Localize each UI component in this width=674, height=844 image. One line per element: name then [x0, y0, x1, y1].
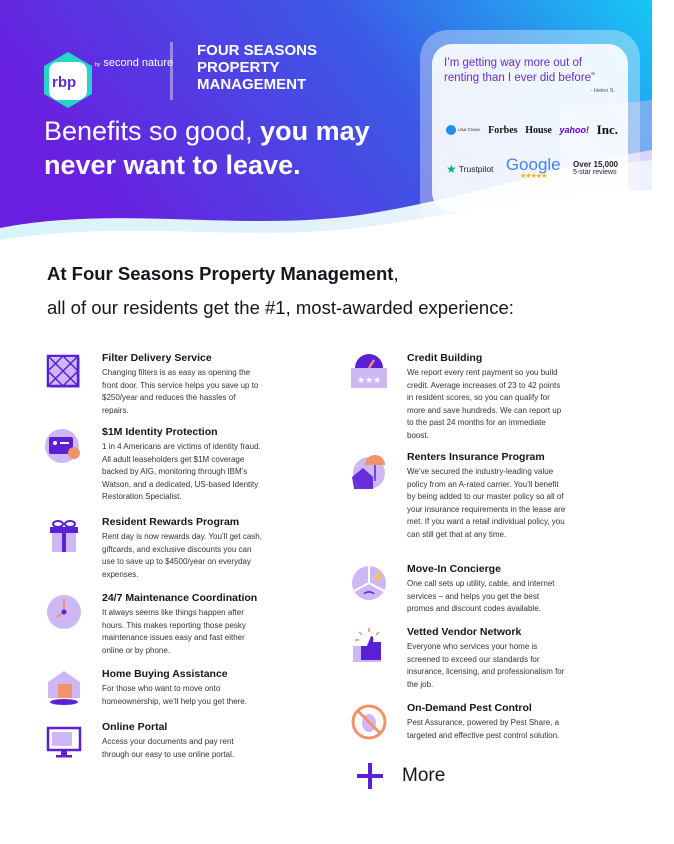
benefit-description: 1 in 4 Americans are victims of identity…: [102, 442, 261, 501]
house-logo: House: [525, 124, 552, 136]
benefit-title: Vetted Vendor Network: [407, 626, 522, 638]
press-logos: USA TODAY Forbes House yahoo! Inc.: [446, 122, 618, 138]
inc-logo: Inc.: [596, 122, 618, 137]
benefit-item: Renters Insurance Program We’ve secured …: [352, 451, 657, 541]
id-card-icon: [45, 429, 80, 463]
partner-logo: by second nature: [95, 57, 174, 69]
plus-icon: [357, 763, 383, 789]
benefit-item: ⚡ Move-In Concierge One call sets up uti…: [352, 563, 657, 616]
company-name: FOUR SEASONS PROPERTY MANAGEMENT: [197, 42, 318, 93]
benefit-description: It always seems like things happen after…: [102, 608, 246, 655]
headline: Benefits so good, you may never want to …: [44, 116, 370, 180]
testimonial-card: [432, 44, 628, 212]
more-label: More: [402, 765, 446, 786]
intro-heading: At Four Seasons Property Management, all…: [47, 263, 514, 318]
thumbs-up-icon: [353, 628, 381, 662]
benefit-item: ★★★ Credit Building We report every rent…: [351, 352, 657, 442]
gauge-icon: ★★★: [351, 354, 387, 388]
benefit-title: On-Demand Pest Control: [407, 702, 532, 714]
benefit-title: 24/7 Maintenance Coordination: [102, 592, 258, 604]
house-calendar-icon: [48, 671, 80, 705]
benefit-title: Home Buying Assistance: [102, 668, 228, 680]
no-bug-icon: [351, 704, 387, 740]
benefit-description: One call sets up utility, cable, and int…: [407, 579, 555, 613]
forbes-logo: Forbes: [488, 124, 518, 136]
benefit-item: $1M Identity Protection 1 in 4 Americans…: [45, 426, 352, 504]
filter-icon: [46, 354, 80, 388]
benefit-description: Access your documents and pay rent throu…: [102, 737, 235, 759]
benefit-item: 24/7 Maintenance Coordination It always …: [47, 592, 352, 657]
usa-today-logo: USA TODAY: [446, 125, 480, 135]
benefit-item: Online Portal Access your documents and …: [46, 721, 352, 761]
benefit-item: Resident Rewards Program Rent day is now…: [50, 516, 352, 581]
benefit-item: Vetted Vendor Network Everyone who servi…: [353, 626, 657, 691]
benefit-item: Filter Delivery Service Changing filters…: [46, 352, 352, 417]
benefit-description: We’ve secured the industry-leading value…: [407, 467, 566, 539]
benefit-title: Renters Insurance Program: [407, 451, 545, 463]
logo-text: rbp: [52, 74, 77, 91]
benefit-title: Move-In Concierge: [407, 563, 501, 575]
benefit-item: On-Demand Pest Control Pest Assurance, p…: [351, 702, 657, 742]
testimonial-author: - Helen S.: [590, 88, 615, 94]
review-count: Over 15,000 5-star reviews: [573, 159, 618, 176]
benefit-title: $1M Identity Protection: [102, 426, 218, 438]
clock-icon: [47, 595, 81, 629]
testimonial-quote: I’m getting way more out of renting than…: [444, 57, 595, 84]
benefit-description: Changing filters is as easy as opening t…: [102, 368, 259, 415]
benefit-item: Home Buying Assistance For those who wan…: [48, 668, 352, 708]
utilities-icon: ⚡: [352, 566, 386, 600]
divider: [170, 42, 173, 100]
benefit-description: For those who want to move onto homeowne…: [102, 684, 247, 706]
gift-icon: [50, 520, 78, 552]
benefit-title: Credit Building: [407, 352, 483, 364]
benefit-title: Filter Delivery Service: [102, 352, 212, 364]
rbp-logo: [44, 52, 92, 108]
umbrella-house-icon: [352, 455, 385, 489]
review-badges: ★ Trustpilot Google ★★★★★ Over 15,000 5-sta…: [446, 155, 618, 180]
monitor-icon: [46, 726, 82, 758]
star-icon: ★: [446, 161, 457, 176]
trustpilot-logo: ★ Trustpilot: [446, 161, 494, 176]
more-button[interactable]: More: [356, 762, 445, 790]
benefit-description: Everyone who services your home is scree…: [407, 642, 565, 689]
yahoo-logo: yahoo!: [559, 125, 590, 135]
benefit-title: Online Portal: [102, 721, 168, 733]
google-logo: Google ★★★★★: [505, 155, 561, 180]
svg-text:★★★: ★★★: [357, 375, 381, 385]
benefit-description: We report every rent payment so you buil…: [407, 368, 562, 440]
svg-text:⚡: ⚡: [372, 570, 384, 583]
benefit-title: Resident Rewards Program: [102, 516, 240, 528]
benefit-description: Pest Assurance, powered by Pest Share, a…: [407, 718, 560, 740]
benefit-description: Rent day is now rewards day. You’ll get …: [102, 532, 262, 579]
